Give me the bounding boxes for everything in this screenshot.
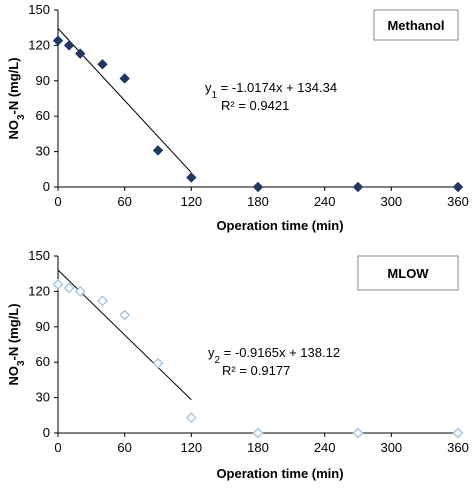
data-point bbox=[97, 295, 108, 307]
y-tick-label: 60 bbox=[36, 108, 50, 123]
y-axis-title: NO3-N (mg/L) bbox=[6, 57, 27, 139]
legend-label: Methanol bbox=[387, 18, 444, 33]
x-tick-label: 120 bbox=[180, 440, 202, 455]
data-point bbox=[52, 278, 64, 290]
methanol-panel: 0 30 60 90 120 150 0 60 120 180 240 300 360 Operation… bbox=[6, 2, 469, 233]
data-point bbox=[74, 285, 86, 297]
data-point bbox=[63, 40, 75, 51]
y-tick-label: 90 bbox=[36, 319, 50, 334]
data-point bbox=[185, 412, 197, 424]
r-squared-label: R² = 0.9177 bbox=[222, 363, 290, 378]
data-point bbox=[352, 181, 364, 193]
x-tick-label: 0 bbox=[54, 440, 61, 455]
x-tick-label: 300 bbox=[380, 440, 402, 455]
y-axis-title: NO3-N (mg/L) bbox=[6, 303, 27, 385]
data-point bbox=[75, 48, 86, 59]
data-point bbox=[352, 427, 364, 439]
y-tick-label: 120 bbox=[28, 37, 50, 52]
x-tick-label: 300 bbox=[380, 194, 402, 209]
y-tick-label: 150 bbox=[28, 2, 50, 17]
y-tick-label: 0 bbox=[43, 425, 50, 440]
trendline-equation: y1 = -1.0174x + 134.34 bbox=[205, 80, 337, 101]
y-tick-label: 60 bbox=[36, 354, 50, 369]
y-tick-label: 0 bbox=[43, 179, 50, 194]
r-squared-label: R² = 0.9421 bbox=[221, 98, 289, 113]
data-point bbox=[119, 73, 130, 84]
x-tick-label: 240 bbox=[314, 440, 336, 455]
data-point bbox=[452, 181, 464, 193]
x-tick-label: 240 bbox=[314, 194, 336, 209]
y-tick-label: 120 bbox=[28, 283, 50, 298]
trendline-equation: y2 = -0.9165x + 138.12 bbox=[208, 345, 340, 366]
data-point bbox=[152, 357, 164, 369]
x-tick-label: 60 bbox=[117, 194, 131, 209]
data-point bbox=[63, 282, 75, 294]
data-point bbox=[252, 181, 264, 193]
y-tick-label: 30 bbox=[36, 390, 50, 405]
data-point bbox=[52, 35, 64, 46]
y-tick-label: 90 bbox=[36, 73, 50, 88]
x-tick-label: 180 bbox=[247, 194, 269, 209]
data-point bbox=[452, 427, 464, 439]
data-point bbox=[152, 145, 164, 156]
x-tick-label: 0 bbox=[54, 194, 61, 209]
data-point bbox=[252, 427, 264, 439]
y-tick-label: 30 bbox=[36, 144, 50, 159]
x-tick-label: 360 bbox=[447, 440, 469, 455]
x-tick-label: 180 bbox=[247, 440, 269, 455]
x-tick-label: 120 bbox=[180, 194, 202, 209]
data-point bbox=[186, 172, 197, 183]
trendline bbox=[57, 28, 192, 173]
data-point bbox=[97, 59, 108, 70]
x-tick-label: 360 bbox=[447, 194, 469, 209]
data-point bbox=[119, 309, 131, 321]
x-axis-title: Operation time (min) bbox=[216, 218, 343, 233]
x-tick-label: 60 bbox=[117, 440, 131, 455]
legend-box bbox=[357, 255, 459, 291]
legend-label: MLOW bbox=[387, 266, 429, 281]
x-axis-title: Operation time (min) bbox=[216, 466, 343, 481]
mlow-panel: 0 30 60 90 120 150 0 60 120 180 240 300 360 Operation… bbox=[6, 248, 469, 481]
legend-box bbox=[373, 9, 459, 41]
y-tick-label: 150 bbox=[28, 248, 50, 263]
